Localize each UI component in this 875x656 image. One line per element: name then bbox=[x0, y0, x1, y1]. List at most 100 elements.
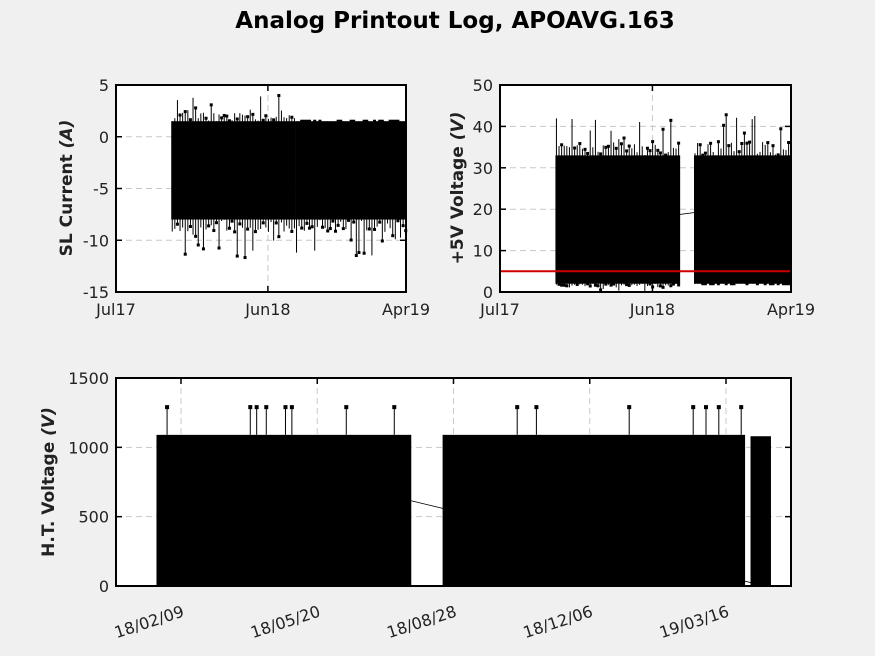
plus5v-voltage-sample-marker bbox=[768, 282, 772, 286]
plus5v-voltage-sample-marker bbox=[711, 282, 715, 286]
ht-voltage-spike-marker bbox=[344, 405, 349, 410]
plus5v-voltage-ytick-label: 10 bbox=[473, 242, 493, 261]
sl-current-sample-marker bbox=[352, 220, 356, 224]
plus5v-voltage-sample-marker bbox=[729, 282, 733, 286]
ht-voltage-spike-marker bbox=[627, 405, 632, 410]
sl-current-sample-marker bbox=[396, 119, 400, 123]
plus5v-voltage-sample-marker bbox=[787, 140, 791, 144]
plus5v-voltage-sample-marker bbox=[724, 282, 728, 286]
sl-current-sample-marker bbox=[373, 227, 377, 231]
plus5v-voltage-sample-marker bbox=[701, 282, 705, 286]
ht-voltage-xtick-label: 18/05/20 bbox=[248, 602, 322, 642]
figure-title: Analog Printout Log, APOAVG.163 bbox=[235, 8, 674, 34]
ht-voltage-ylabel: H.T. Voltage (V) bbox=[39, 407, 59, 557]
plus5v-voltage-sample-marker bbox=[779, 127, 783, 131]
sl-current-sample-marker bbox=[313, 119, 317, 123]
plus5v-voltage-sample-marker bbox=[560, 143, 564, 147]
sl-current-sample-marker bbox=[300, 119, 304, 123]
sl-current-sample-marker bbox=[207, 224, 211, 228]
sl-current-sample-marker bbox=[336, 223, 340, 227]
sl-current-sample-marker bbox=[396, 219, 400, 223]
sl-current-sample-marker bbox=[261, 221, 265, 225]
sl-current-sample-marker bbox=[227, 226, 231, 230]
sl-current-sample-marker bbox=[290, 229, 294, 233]
plus5v-voltage-sample-marker bbox=[727, 144, 731, 148]
sl-current-sample-marker bbox=[300, 226, 304, 230]
sl-current-sample-marker bbox=[347, 218, 351, 222]
sl-current-sample-marker bbox=[331, 219, 335, 223]
sl-current-sample-marker bbox=[274, 221, 278, 225]
plus5v-voltage-sample-marker bbox=[658, 284, 662, 288]
sl-current-sample-marker bbox=[310, 225, 314, 229]
plus5v-voltage-sample-marker bbox=[575, 282, 579, 286]
sl-current-sample-marker bbox=[214, 221, 218, 225]
sl-current-xtick-label: Jun18 bbox=[244, 300, 290, 319]
sl-current-sample-marker bbox=[217, 246, 221, 250]
plus5v-voltage-sample-marker bbox=[732, 282, 736, 286]
sl-current-sample-marker bbox=[339, 119, 343, 123]
sl-current-sample-marker bbox=[341, 227, 345, 231]
ht-voltage-xtick-label: 18/02/09 bbox=[112, 602, 186, 642]
ht-voltage-xtick-label: 19/03/16 bbox=[657, 602, 731, 642]
ht-voltage-xtick-label: 18/12/06 bbox=[521, 602, 595, 642]
plus5v-voltage-sample-marker bbox=[781, 282, 785, 286]
sl-current-sample-marker bbox=[222, 113, 226, 117]
sl-current-sample-marker bbox=[253, 230, 257, 234]
plus5v-voltage-ytick-label: 30 bbox=[473, 159, 493, 178]
plus5v-voltage-sample-marker bbox=[745, 282, 749, 286]
sl-current-sample-marker bbox=[367, 227, 371, 231]
ht-voltage-sample-band bbox=[156, 434, 412, 586]
sl-current-sample-marker bbox=[220, 116, 224, 120]
plus5v-voltage-sample-marker bbox=[604, 145, 608, 149]
plus5v-voltage-sample-marker bbox=[612, 282, 616, 286]
plus5v-voltage-sample-marker bbox=[586, 151, 590, 155]
plus5v-voltage-sample-marker bbox=[578, 142, 582, 146]
plus5v-voltage-sample-marker bbox=[648, 149, 652, 153]
plus5v-voltage-sample-marker bbox=[661, 127, 665, 131]
sl-current-sample-marker bbox=[305, 221, 309, 225]
sl-current-sample-marker bbox=[352, 119, 356, 123]
plus5v-voltage-sample-marker bbox=[677, 141, 681, 145]
plus5v-voltage-sample-marker bbox=[701, 153, 705, 157]
sl-current-sample-marker bbox=[401, 224, 405, 228]
sl-current-sample-marker bbox=[391, 234, 395, 238]
sl-current-sample-marker bbox=[277, 235, 281, 239]
sl-current-sample-marker bbox=[175, 222, 179, 226]
plus5v-voltage-ytick-label: 0 bbox=[483, 283, 493, 302]
plus5v-voltage-sample-marker bbox=[787, 282, 791, 286]
sl-current-ytick-label: 0 bbox=[99, 128, 109, 147]
sl-current-sample-marker bbox=[362, 119, 366, 123]
sl-current-sample-marker bbox=[272, 118, 276, 122]
plus5v-voltage-sample-marker bbox=[776, 282, 780, 286]
plus5v-voltage-sample-marker bbox=[703, 151, 707, 155]
sl-current-sample-marker bbox=[362, 251, 366, 255]
plus5v-voltage-sample-marker bbox=[651, 285, 655, 289]
plus5v-voltage-sample-marker bbox=[716, 140, 720, 144]
plus5v-voltage-sample-marker bbox=[722, 123, 726, 127]
sl-current-sample-marker bbox=[246, 115, 250, 119]
sl-current-sample-marker bbox=[238, 222, 242, 226]
sl-current-sample-marker bbox=[225, 114, 229, 118]
plus5v-voltage-sample-marker bbox=[709, 282, 713, 286]
plus5v-voltage-sample-marker bbox=[606, 144, 610, 148]
plus5v-voltage-xtick-label: Jul17 bbox=[479, 300, 520, 319]
sl-current-sample-marker bbox=[354, 254, 358, 258]
sl-current-sample-band bbox=[171, 121, 296, 220]
sl-current-sample-marker bbox=[302, 119, 306, 123]
plus5v-voltage-sample-marker bbox=[627, 283, 631, 287]
ht-voltage-spike-marker bbox=[165, 405, 170, 410]
plus5v-voltage-ytick-label: 40 bbox=[473, 117, 493, 136]
sl-current-sample-marker bbox=[308, 119, 312, 123]
ht-voltage-xtick-label: 18/08/28 bbox=[385, 602, 459, 642]
plus5v-voltage-xtick-label: Apr19 bbox=[767, 300, 815, 319]
sl-current-trace-connector bbox=[175, 157, 401, 220]
plus5v-voltage-sample-marker bbox=[599, 288, 603, 292]
plus5v-voltage-sample-marker bbox=[627, 144, 631, 148]
plus5v-voltage-sample-marker bbox=[677, 283, 681, 287]
sl-current-sample-marker bbox=[290, 115, 294, 119]
plus5v-voltage-sample-marker bbox=[614, 146, 618, 150]
plus5v-voltage-sample-marker bbox=[661, 285, 665, 289]
